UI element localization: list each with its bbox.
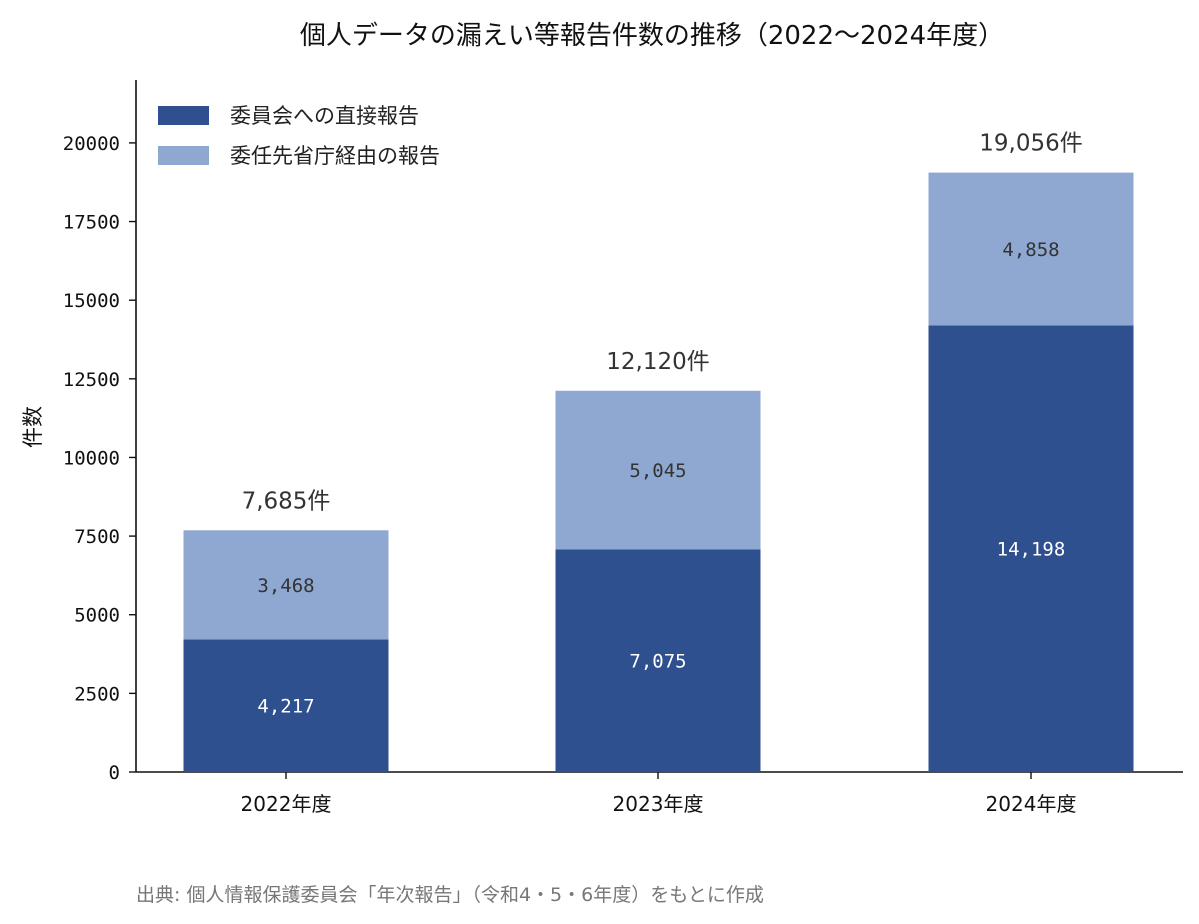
x-tick-label: 2022年度 — [241, 792, 332, 816]
bar-segment-ministry — [928, 172, 1134, 326]
source-note: 出典: 個人情報保護委員会「年次報告」（令和4・5・6年度）をもとに作成 — [136, 884, 764, 906]
bar-value-label: 4,858 — [1002, 239, 1059, 261]
bar-total-label: 19,056件 — [979, 131, 1082, 157]
chart-title: 個人データの漏えい等報告件数の推移（2022～2024年度） — [300, 21, 1004, 51]
bar-segment-direct — [555, 549, 761, 772]
x-tick-label: 2024年度 — [986, 792, 1077, 816]
axes: 0 2500 5000 7500 10000 12500 15000 17500 20000 20… — [63, 80, 1183, 816]
bar-value-label: 5,045 — [629, 460, 686, 482]
legend-swatch — [158, 106, 209, 125]
y-tick-label: 15000 — [63, 290, 120, 312]
bar-value-label: 4,217 — [257, 696, 314, 718]
legend-swatch — [158, 146, 209, 165]
bar-segment-ministry — [183, 530, 389, 640]
bars: 4,217 3,468 7,685件 7,075 5,045 12,120件 14,198 4… — [183, 131, 1134, 772]
y-tick-label: 17500 — [63, 212, 120, 234]
bar-segment-direct — [928, 325, 1134, 772]
bar-value-label: 7,075 — [629, 651, 686, 673]
y-tick-label: 5000 — [74, 605, 120, 627]
bar-value-label: 14,198 — [997, 539, 1066, 561]
bar-total-label: 12,120件 — [606, 349, 709, 375]
bar-segment-ministry — [555, 390, 761, 550]
bar-value-label: 3,468 — [257, 575, 314, 597]
y-tick-label: 12500 — [63, 369, 120, 391]
legend-label: 委任先省庁経由の報告 — [230, 144, 440, 168]
y-tick-label: 7500 — [74, 526, 120, 548]
y-tick-label: 10000 — [63, 447, 120, 469]
y-axis-label: 件数 — [21, 406, 45, 448]
x-tick-label: 2023年度 — [613, 792, 704, 816]
bar-total-label: 7,685件 — [242, 488, 331, 514]
bar-segment-direct — [183, 639, 389, 772]
y-tick-label: 0 — [109, 762, 120, 784]
y-tick-label: 20000 — [63, 133, 120, 155]
y-tick-label: 2500 — [74, 683, 120, 705]
legend-label: 委員会への直接報告 — [230, 104, 419, 128]
